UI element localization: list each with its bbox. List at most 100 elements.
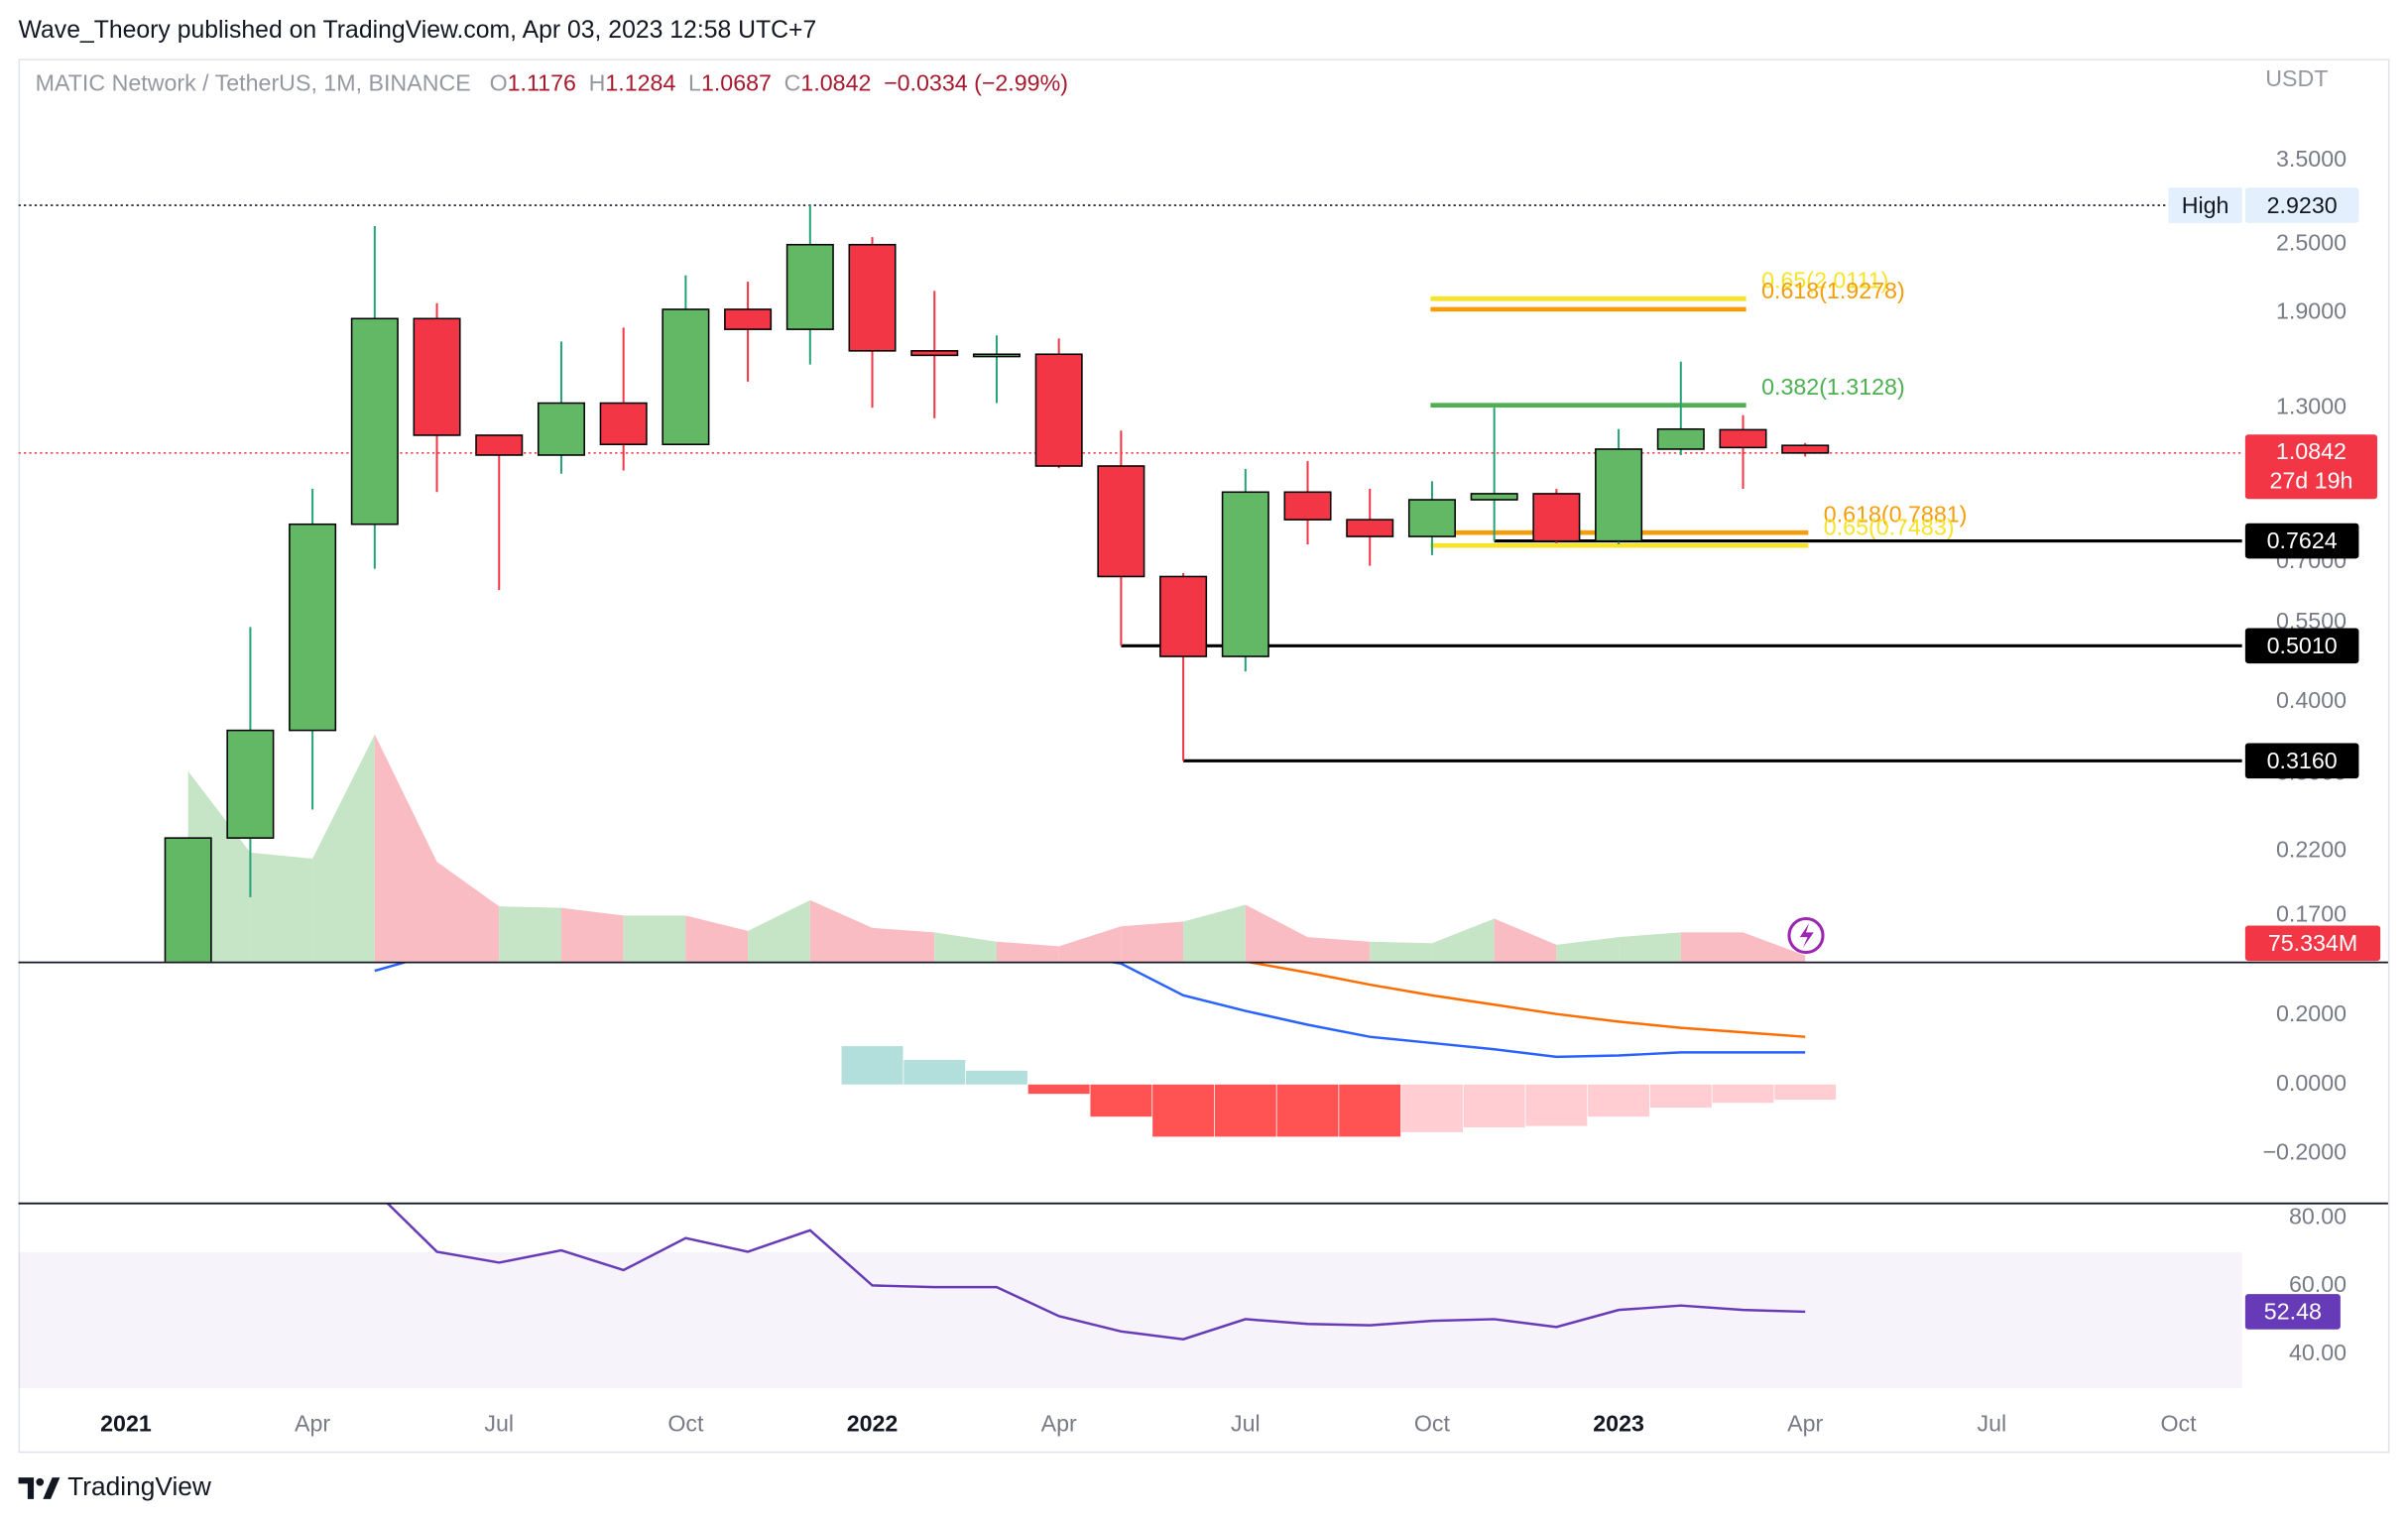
histogram-bar [1712, 1084, 1774, 1104]
volume-value-box [2244, 925, 2381, 962]
header-title: Wave_Theory published on TradingView.com… [19, 17, 817, 44]
x-tick-label: Oct [667, 1411, 704, 1437]
y-tick-label: 80.00 [2289, 1204, 2347, 1229]
legend-close: 1.0842 [800, 70, 871, 96]
candle-body [350, 317, 399, 526]
support-value-text: 0.5010 [2267, 633, 2338, 658]
overlay: 3.50002.50001.90001.30000.70000.55000.40… [100, 146, 2381, 1437]
candle-body [164, 837, 212, 962]
volume-area [872, 927, 935, 962]
volume-area [250, 852, 313, 962]
candle-body [1221, 491, 1269, 657]
histogram-bar [1152, 1084, 1215, 1137]
x-tick-label: Jul [1231, 1411, 1261, 1437]
legend-high: 1.1284 [605, 70, 675, 96]
legend-change: −0.0334 (−2.99%) [884, 70, 1068, 96]
fib-label: 0.618(1.9278) [1761, 278, 1905, 303]
event-icon-bolt [1799, 923, 1814, 948]
macd-pane [374, 963, 1837, 1137]
logo-mark [36, 1477, 45, 1486]
volume-area [1619, 932, 1681, 962]
macd-line [374, 963, 1806, 1059]
candle-body [662, 308, 710, 445]
y-tick-label: 0.1700 [2276, 901, 2347, 927]
histogram-bar [1214, 1084, 1276, 1137]
logo-mark [43, 1477, 60, 1499]
support-value-text: 0.7624 [2267, 527, 2338, 553]
y-tick-label: 0.0000 [2276, 1070, 2347, 1096]
candle-body [1656, 427, 1705, 450]
volume-area [1121, 921, 1184, 962]
symbol-title: MATIC Network / TetherUS, 1M, BINANCE [36, 70, 471, 96]
candle-body [1595, 448, 1643, 542]
histogram-bar [1463, 1084, 1525, 1127]
y-tick-label: 2.5000 [2276, 230, 2347, 256]
high-value-text: 2.9230 [2267, 192, 2338, 218]
volume-area [1494, 918, 1557, 962]
x-tick-label: 2022 [847, 1411, 899, 1437]
legend-low: 1.0687 [701, 70, 772, 96]
histogram-bar [1339, 1084, 1401, 1137]
y-tick-label: 1.3000 [2276, 393, 2347, 418]
candle-body [972, 353, 1021, 358]
high-label-box [2168, 187, 2242, 223]
y-tick-label: 1.9000 [2276, 298, 2347, 324]
x-tick-label: 2021 [100, 1411, 152, 1437]
support-value-box [2244, 523, 2359, 559]
histogram-bar [1090, 1084, 1152, 1117]
histogram-bar [1400, 1084, 1463, 1132]
volume-area [623, 915, 686, 962]
candle-body [724, 308, 773, 330]
volume-area [374, 734, 437, 962]
price-box [2244, 434, 2378, 500]
histogram-bar [965, 1070, 1027, 1085]
y-tick-label: 0.2200 [2276, 837, 2347, 863]
candle-body [1719, 428, 1767, 449]
x-tick-label: Apr [1041, 1411, 1077, 1437]
candle-body [475, 434, 524, 456]
volume-area [1743, 932, 1806, 962]
rsi-value-text: 52.48 [2264, 1299, 2322, 1325]
high-label: High [2182, 192, 2229, 218]
x-tick-label: Jul [484, 1411, 514, 1437]
volume-value-text: 75.334M [2268, 930, 2357, 956]
candle-body [537, 402, 585, 456]
volume-area [1431, 918, 1495, 962]
histogram-bar [1588, 1084, 1650, 1117]
currency: USDT [2265, 65, 2328, 91]
volume-area [809, 899, 873, 962]
high-value-box [2244, 187, 2359, 223]
x-tick-label: Jul [1978, 1411, 2007, 1437]
price-text: 1.0842 [2276, 438, 2347, 464]
x-tick-label: Oct [1414, 1411, 1451, 1437]
candle-body [785, 243, 834, 330]
volume-area [996, 941, 1059, 962]
candle-body [1407, 499, 1456, 537]
candle-body [1034, 353, 1083, 467]
volume-area [436, 862, 500, 962]
histogram-bar [1276, 1084, 1339, 1137]
volume-area [1370, 941, 1432, 962]
x-tick-label: Apr [295, 1411, 330, 1437]
volume-area [1307, 937, 1371, 962]
legend-c: C [784, 70, 801, 96]
volume-area [1556, 937, 1620, 962]
histogram-bar [1525, 1084, 1588, 1126]
footer-logo [18, 1477, 60, 1499]
candle-body [226, 729, 275, 839]
rsi-band [18, 1251, 2242, 1389]
x-tick-label: Apr [1787, 1411, 1823, 1437]
y-tick-label: 40.00 [2289, 1340, 2347, 1365]
candle-body [289, 523, 337, 732]
candle-body [1781, 444, 1830, 454]
volume-area [748, 899, 810, 962]
histogram-bar [1649, 1084, 1712, 1109]
candle-body [1097, 465, 1145, 578]
volume-area [499, 906, 561, 962]
histogram-bar [1027, 1084, 1090, 1095]
rsi-line [386, 1204, 1806, 1341]
volume-area [1680, 932, 1744, 962]
candle-body [1532, 493, 1581, 542]
